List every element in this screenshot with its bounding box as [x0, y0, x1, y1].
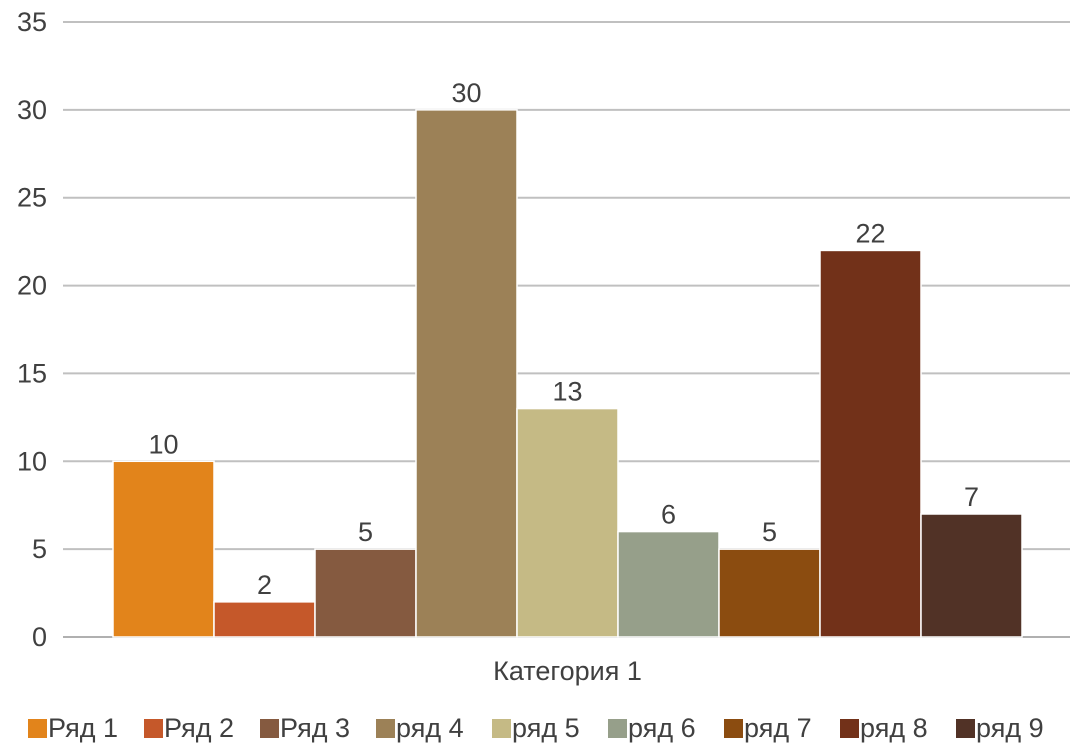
data-label: 10 — [148, 429, 178, 459]
legend-label: Ряд 1 — [48, 713, 118, 743]
data-label: 30 — [451, 78, 481, 108]
data-label: 2 — [257, 570, 272, 600]
category-label: Категория 1 — [493, 656, 642, 686]
y-axis-ticks: 0 5 10 15 20 25 30 35 — [17, 7, 47, 652]
data-label: 22 — [855, 218, 885, 248]
legend-label: ряд 5 — [512, 713, 580, 743]
legend-item: ряд 5 — [492, 713, 580, 743]
legend-label: ряд 4 — [396, 713, 464, 743]
legend-label: ряд 6 — [628, 713, 696, 743]
legend-swatch — [492, 719, 511, 738]
bar — [213, 601, 316, 638]
legend-swatch — [376, 719, 395, 738]
legend-item: Ряд 3 — [260, 713, 350, 743]
bars — [112, 109, 1023, 638]
legend-label: Ряд 2 — [164, 713, 234, 743]
legend-label: ряд 9 — [976, 713, 1044, 743]
legend-swatch — [608, 719, 627, 738]
legend-item: ряд 6 — [608, 713, 696, 743]
bar — [516, 407, 619, 638]
bar — [112, 460, 215, 638]
bar — [718, 548, 821, 638]
legend-item: ряд 4 — [376, 713, 464, 743]
bar — [819, 249, 922, 638]
bar — [920, 513, 1023, 638]
y-tick-label: 20 — [17, 271, 47, 301]
legend-label: Ряд 3 — [280, 713, 350, 743]
legend-item: ряд 8 — [840, 713, 928, 743]
bar — [314, 548, 417, 638]
y-tick-label: 10 — [17, 446, 47, 476]
legend-item: ряд 9 — [956, 713, 1044, 743]
y-tick-label: 30 — [17, 95, 47, 125]
data-label: 7 — [964, 482, 979, 512]
data-label: 13 — [552, 377, 582, 407]
y-tick-label: 25 — [17, 183, 47, 213]
legend-swatch — [260, 719, 279, 738]
bar — [617, 530, 720, 638]
data-labels: 10 2 5 30 13 6 5 22 7 — [148, 78, 979, 600]
legend-item: Ряд 1 — [28, 713, 118, 743]
y-tick-label: 0 — [32, 622, 47, 652]
data-label: 6 — [661, 500, 676, 530]
legend-item: Ряд 2 — [144, 713, 234, 743]
legend-label: ряд 8 — [860, 713, 928, 743]
data-label: 5 — [358, 517, 373, 547]
legend-label: ряд 7 — [744, 713, 812, 743]
x-axis-categories: Категория 1 — [493, 656, 642, 686]
data-label: 5 — [762, 517, 777, 547]
legend-swatch — [956, 719, 975, 738]
y-tick-label: 35 — [17, 7, 47, 37]
legend: Ряд 1 Ряд 2 Ряд 3 ряд 4 ряд 5 ряд 6 ряд 7 ряд 8… — [28, 713, 1044, 743]
y-tick-label: 15 — [17, 358, 47, 388]
bar — [415, 109, 518, 638]
y-tick-label: 5 — [32, 534, 47, 564]
legend-swatch — [724, 719, 743, 738]
legend-item: ряд 7 — [724, 713, 812, 743]
legend-swatch — [28, 719, 47, 738]
legend-swatch — [840, 719, 859, 738]
legend-swatch — [144, 719, 163, 738]
